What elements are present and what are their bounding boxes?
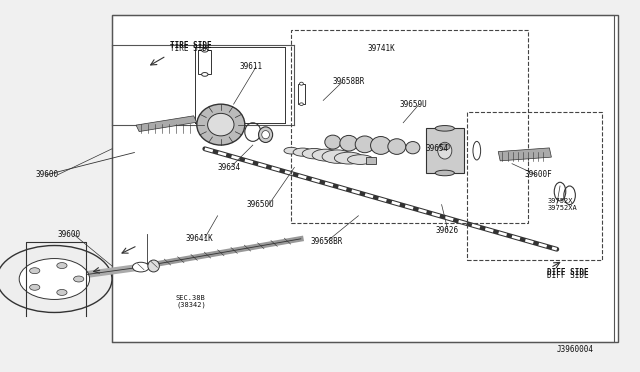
Text: 39658BR: 39658BR — [310, 237, 343, 246]
FancyBboxPatch shape — [112, 15, 618, 342]
Ellipse shape — [312, 149, 339, 161]
Ellipse shape — [355, 136, 374, 153]
Circle shape — [29, 268, 40, 274]
Ellipse shape — [284, 147, 298, 154]
Ellipse shape — [293, 148, 312, 156]
FancyBboxPatch shape — [198, 50, 211, 74]
Text: 39600F: 39600F — [525, 170, 552, 179]
Text: TIRE SIDE: TIRE SIDE — [170, 44, 211, 53]
Text: 39650U: 39650U — [246, 200, 274, 209]
FancyArrow shape — [136, 116, 196, 132]
Ellipse shape — [259, 127, 273, 142]
Text: TIRE SIDE: TIRE SIDE — [170, 41, 211, 50]
Ellipse shape — [348, 155, 373, 164]
Ellipse shape — [322, 150, 353, 163]
Text: 39741K: 39741K — [368, 44, 396, 53]
Text: 39654: 39654 — [426, 144, 449, 153]
Ellipse shape — [148, 260, 159, 272]
FancyArrow shape — [498, 148, 552, 161]
Ellipse shape — [300, 82, 303, 85]
Ellipse shape — [564, 186, 575, 205]
Ellipse shape — [302, 148, 326, 159]
Bar — [426, 128, 464, 173]
Circle shape — [19, 259, 90, 299]
Ellipse shape — [406, 142, 420, 154]
Circle shape — [132, 262, 149, 272]
Circle shape — [29, 284, 40, 290]
Text: 39611: 39611 — [240, 62, 263, 71]
Text: SEC.38B
(38342): SEC.38B (38342) — [176, 295, 205, 308]
Ellipse shape — [388, 139, 406, 154]
Ellipse shape — [325, 135, 341, 149]
Ellipse shape — [371, 137, 391, 154]
Circle shape — [74, 276, 84, 282]
Ellipse shape — [438, 142, 452, 159]
Text: 39600: 39600 — [35, 170, 58, 179]
Ellipse shape — [435, 126, 454, 131]
Circle shape — [440, 144, 450, 150]
Text: 39641K: 39641K — [186, 234, 213, 243]
Circle shape — [57, 289, 67, 295]
Circle shape — [0, 246, 112, 312]
Text: DIFF SIDE: DIFF SIDE — [547, 268, 589, 277]
Ellipse shape — [262, 131, 269, 139]
Circle shape — [57, 263, 67, 269]
Ellipse shape — [300, 103, 303, 106]
Ellipse shape — [435, 170, 454, 176]
Bar — [298, 84, 305, 104]
Text: 39600: 39600 — [58, 230, 81, 239]
Text: 39634: 39634 — [218, 163, 241, 172]
Text: 39659U: 39659U — [400, 100, 428, 109]
Text: J3960004: J3960004 — [557, 345, 594, 354]
Bar — [467, 112, 602, 260]
Text: DIFF SIDE: DIFF SIDE — [547, 271, 589, 280]
Ellipse shape — [202, 48, 208, 52]
Bar — [291, 30, 528, 223]
Ellipse shape — [207, 113, 234, 136]
Text: 39752X
39752XA: 39752X 39752XA — [547, 198, 577, 211]
Ellipse shape — [335, 152, 364, 164]
Bar — [366, 157, 376, 164]
Ellipse shape — [202, 73, 208, 76]
Text: 39626: 39626 — [435, 226, 458, 235]
Text: 39658BR: 39658BR — [333, 77, 365, 86]
Ellipse shape — [197, 104, 244, 145]
Ellipse shape — [340, 135, 358, 151]
